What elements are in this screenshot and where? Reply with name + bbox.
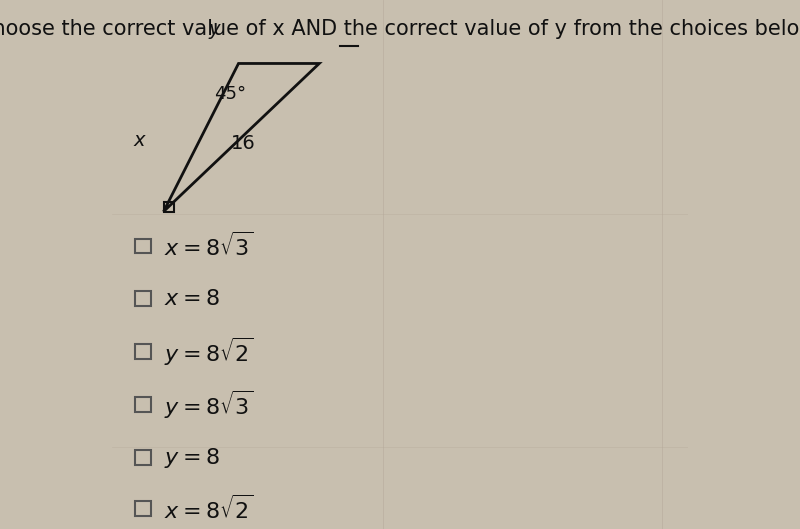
Bar [135,450,151,465]
Bar [135,291,151,306]
Text: 16: 16 [230,134,255,153]
Text: $y = 8\sqrt{3}$: $y = 8\sqrt{3}$ [164,388,254,421]
Text: $x = 8\sqrt{3}$: $x = 8\sqrt{3}$ [164,232,254,260]
Bar [135,397,151,412]
Text: $y = 8$: $y = 8$ [164,445,220,470]
Text: $y = 8\sqrt{2}$: $y = 8\sqrt{2}$ [164,335,254,368]
Text: Choose the correct value of x AND the correct value of y from the choices below.: Choose the correct value of x AND the co… [0,19,800,39]
Bar [135,239,151,253]
Text: x: x [134,131,145,150]
Text: 45°: 45° [214,85,246,103]
Text: $x = 8$: $x = 8$ [164,289,220,309]
Text: y: y [209,20,220,39]
Bar [135,501,151,516]
Bar [135,344,151,359]
Text: $x = 8\sqrt{2}$: $x = 8\sqrt{2}$ [164,495,254,523]
